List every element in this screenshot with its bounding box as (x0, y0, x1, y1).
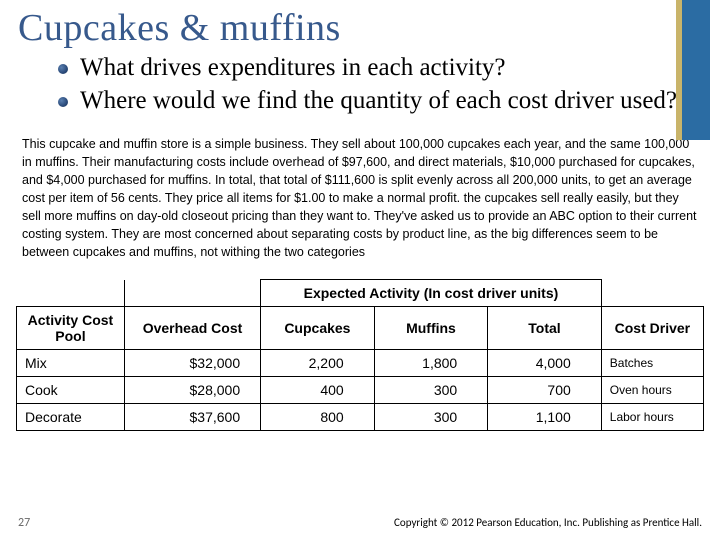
accent-stripe (676, 0, 710, 140)
bullet-text: What drives expenditures in each activit… (80, 52, 506, 83)
activity-table: Expected Activity (In cost driver units)… (0, 279, 720, 431)
cell-driver: Oven hours (601, 377, 703, 404)
slide-title: Cupcakes & muffins (0, 0, 720, 50)
copyright-text: Copyright © 2012 Pearson Education, Inc.… (394, 516, 702, 530)
cell-pool: Mix (17, 350, 125, 377)
cell-pool: Cook (17, 377, 125, 404)
col-header-overhead: Overhead Cost (124, 307, 260, 350)
col-header-total: Total (488, 307, 602, 350)
cell-muffins: 300 (374, 404, 488, 431)
table-empty-cell (17, 280, 125, 307)
cell-muffins: 1,800 (374, 350, 488, 377)
table-row: Mix $32,000 2,200 1,800 4,000 Batches (17, 350, 704, 377)
bullet-list: What drives expenditures in each activit… (0, 50, 720, 129)
cell-overhead: $32,000 (124, 350, 260, 377)
footer: 27 Copyright © 2012 Pearson Education, I… (0, 516, 720, 530)
table-row: Cook $28,000 400 300 700 Oven hours (17, 377, 704, 404)
cell-muffins: 300 (374, 377, 488, 404)
cell-total: 1,100 (488, 404, 602, 431)
table-empty-cell (601, 280, 703, 307)
col-header-pool: Activity Cost Pool (17, 307, 125, 350)
bullet-icon (58, 64, 68, 74)
col-header-driver: Cost Driver (601, 307, 703, 350)
col-header-cupcakes: Cupcakes (261, 307, 375, 350)
table-header-span: Expected Activity (In cost driver units) (261, 280, 602, 307)
table-empty-cell (124, 280, 260, 307)
cell-cupcakes: 2,200 (261, 350, 375, 377)
cell-total: 4,000 (488, 350, 602, 377)
list-item: What drives expenditures in each activit… (58, 52, 690, 83)
slide-number: 27 (18, 516, 30, 530)
cell-cupcakes: 400 (261, 377, 375, 404)
list-item: Where would we find the quantity of each… (58, 85, 690, 116)
table-row: Decorate $37,600 800 300 1,100 Labor hou… (17, 404, 704, 431)
cell-total: 700 (488, 377, 602, 404)
cell-driver: Batches (601, 350, 703, 377)
cell-cupcakes: 800 (261, 404, 375, 431)
col-header-muffins: Muffins (374, 307, 488, 350)
cell-pool: Decorate (17, 404, 125, 431)
bullet-text: Where would we find the quantity of each… (80, 85, 677, 116)
bullet-icon (58, 97, 68, 107)
cell-overhead: $28,000 (124, 377, 260, 404)
cell-driver: Labor hours (601, 404, 703, 431)
cell-overhead: $37,600 (124, 404, 260, 431)
body-paragraph: This cupcake and muffin store is a simpl… (0, 129, 720, 280)
